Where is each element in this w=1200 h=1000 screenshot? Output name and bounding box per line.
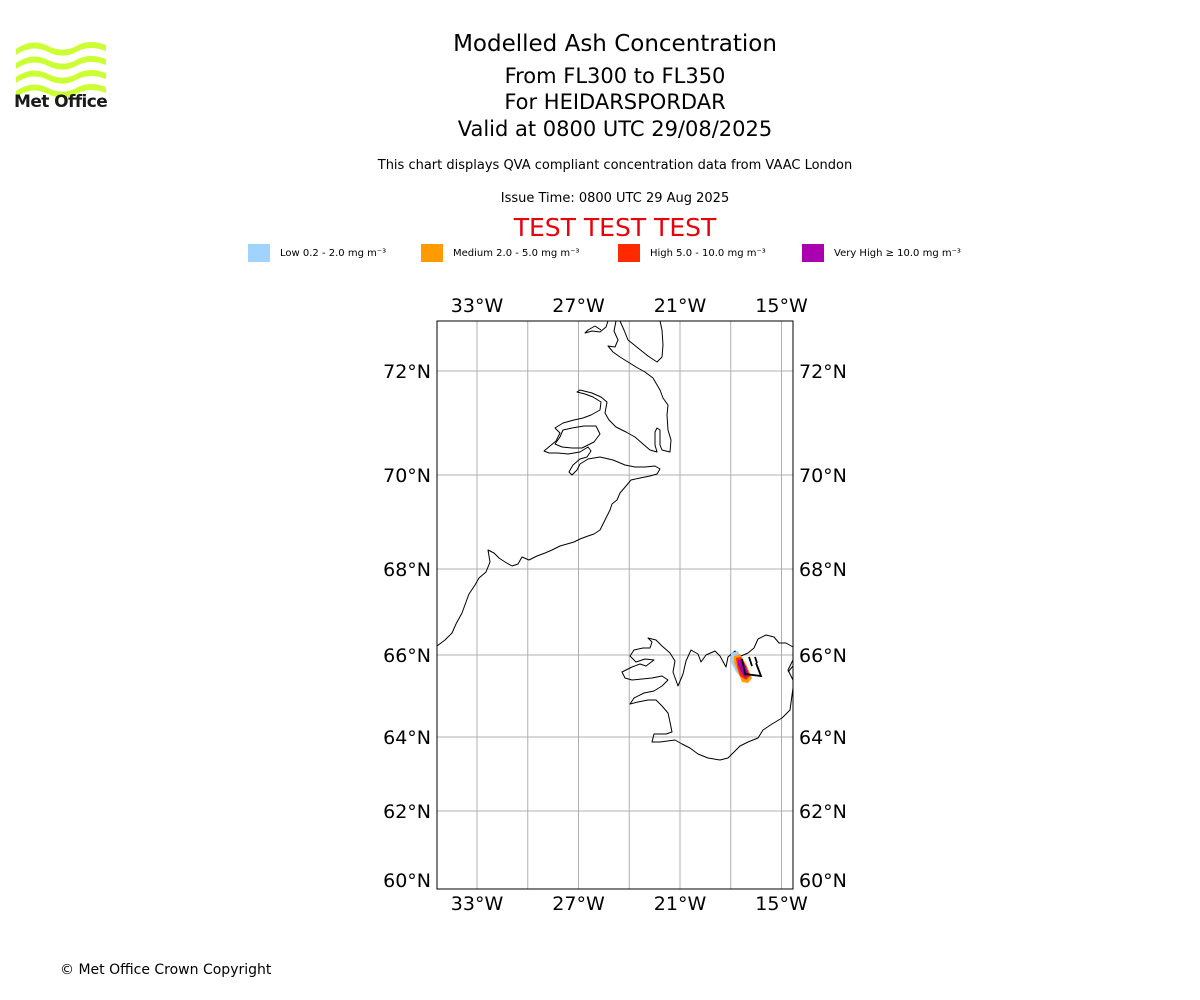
latitude-tick-label-right: 62°N xyxy=(799,801,847,823)
test-banner: TEST TEST TEST xyxy=(513,213,717,242)
issue-time: Issue Time: 0800 UTC 29 Aug 2025 xyxy=(500,191,730,206)
fjord-island-coastline xyxy=(554,425,601,449)
latitude-tick-label-right: 68°N xyxy=(799,559,847,581)
latitude-tick-label-left: 70°N xyxy=(383,465,431,487)
legend-label-medium: Medium 2.0 - 5.0 mg m⁻³ xyxy=(453,247,580,259)
legend-swatch-high xyxy=(618,244,640,262)
latitude-tick-label-right: 72°N xyxy=(799,361,847,383)
concentration-legend: Low 0.2 - 2.0 mg m⁻³ Medium 2.0 - 5.0 mg… xyxy=(0,244,1200,264)
map-frame xyxy=(436,320,794,890)
greenland-fjord-coastline xyxy=(619,320,664,363)
longitude-tick-label-bottom: 27°W xyxy=(552,893,605,915)
latitude-tick-label-left: 64°N xyxy=(383,727,431,749)
legend-label-high: High 5.0 - 10.0 mg m⁻³ xyxy=(650,247,766,259)
iceland-coastline xyxy=(621,634,794,761)
longitude-tick-label-top: 15°W xyxy=(755,295,808,317)
longitude-tick-label-bottom: 33°W xyxy=(451,893,504,915)
flight-level-range: From FL300 to FL350 xyxy=(504,64,726,88)
volcano-name: For HEIDARSPORDAR xyxy=(504,90,726,114)
legend-item-low: Low 0.2 - 2.0 mg m⁻³ xyxy=(248,244,386,262)
met-office-logo xyxy=(16,41,106,98)
legend-item-high: High 5.0 - 10.0 mg m⁻³ xyxy=(618,244,766,262)
latitude-tick-label-left: 72°N xyxy=(383,361,431,383)
latitude-tick-label-left: 62°N xyxy=(383,801,431,823)
map-tick-labels: 33°W 33°W 27°W 27°W 21°W 21°W 15°W 15°W 72°N 72°N… xyxy=(383,295,847,915)
legend-swatch-medium xyxy=(421,244,443,262)
iceland-north-cape-coastline xyxy=(787,665,794,673)
chart-title: Modelled Ash Concentration xyxy=(453,31,777,57)
greenland-inlet-coastline xyxy=(584,320,609,334)
longitude-tick-label-bottom: 21°W xyxy=(654,893,707,915)
copyright-notice: © Met Office Crown Copyright xyxy=(60,962,272,978)
latitude-tick-label-right: 60°N xyxy=(799,870,847,892)
legend-item-very-high: Very High ≥ 10.0 mg m⁻³ xyxy=(802,244,961,262)
valid-time: Valid at 0800 UTC 29/08/2025 xyxy=(457,117,773,141)
legend-label-low: Low 0.2 - 2.0 mg m⁻³ xyxy=(280,247,387,259)
legend-label-very-high: Very High ≥ 10.0 mg m⁻³ xyxy=(834,247,961,259)
latitude-tick-label-left: 66°N xyxy=(383,645,431,667)
legend-item-medium: Medium 2.0 - 5.0 mg m⁻³ xyxy=(421,244,579,262)
latitude-tick-label-right: 64°N xyxy=(799,727,847,749)
longitude-tick-label-top: 33°W xyxy=(451,295,504,317)
volcano-marker xyxy=(741,656,763,678)
met-office-logo-text: Met Office xyxy=(14,92,108,112)
latitude-tick-label-right: 66°N xyxy=(799,645,847,667)
map-gridlines xyxy=(437,321,793,889)
chart-description: This chart displays QVA compliant concen… xyxy=(377,158,853,173)
greenland-coastline xyxy=(436,320,672,647)
latitude-tick-label-right: 70°N xyxy=(799,465,847,487)
latitude-tick-label-left: 60°N xyxy=(383,870,431,892)
latitude-tick-label-left: 68°N xyxy=(383,559,431,581)
legend-swatch-very-high xyxy=(802,244,824,262)
longitude-tick-label-top: 27°W xyxy=(552,295,605,317)
longitude-tick-label-bottom: 15°W xyxy=(755,893,808,915)
longitude-tick-label-top: 21°W xyxy=(654,295,707,317)
legend-swatch-low xyxy=(248,244,270,262)
